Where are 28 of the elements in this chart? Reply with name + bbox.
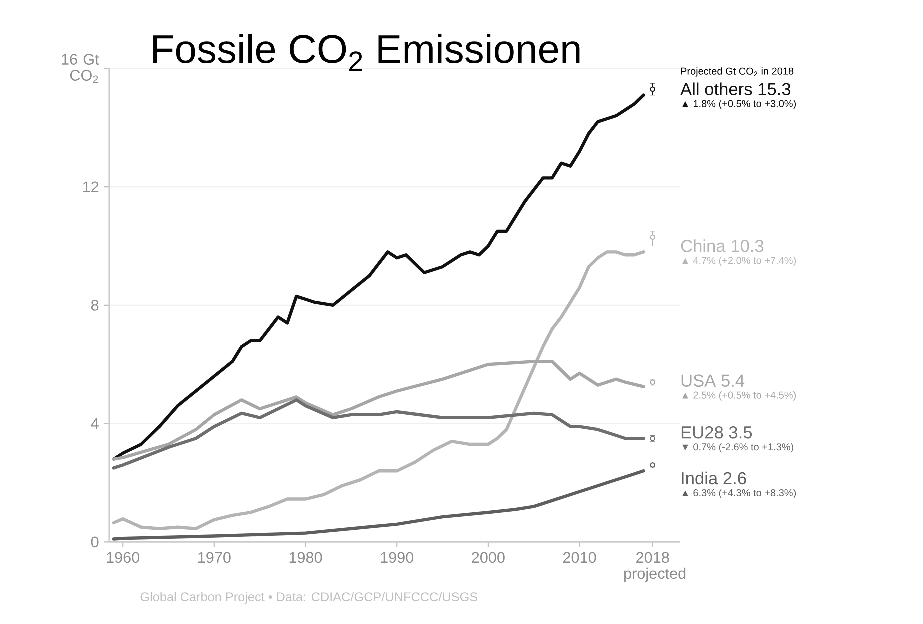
x-tick-label: 2000 [472, 552, 505, 563]
y-tick-label: 0 [91, 536, 99, 548]
y-tick-label: 4 [91, 418, 99, 429]
text: China 10.3 [681, 239, 764, 252]
text: USA 5.4 [682, 374, 745, 387]
text: EU28 3.5 [682, 426, 752, 439]
text: India 2.6 [682, 472, 746, 485]
text: All others 15.3 [680, 82, 791, 96]
text: ▼ 0.7% (-2.6% to +1.3%) [682, 443, 794, 453]
text: Global Carbon Project • Data: CDIAC/GCP/UNFCCC/USGS [140, 592, 478, 604]
line-series [112, 250, 646, 530]
x-tick-label: 1970 [198, 552, 231, 563]
text: ▲ 6.3% (+4.3% to +8.3%) [682, 489, 796, 498]
x-tick-label: 2018 projected [624, 552, 686, 582]
line-series [112, 398, 646, 470]
text: Projected Gt CO$_{2}$ in 2018 [681, 67, 794, 77]
x-tick-label: 2010 [563, 552, 596, 563]
x-tick-label: 1990 [381, 552, 414, 563]
line-series [112, 360, 646, 461]
chart-title: Fossile CO$_{2}$ Emissionen [154, 34, 580, 72]
text: ▲ 4.7% (+2.0% to +7.4%) [682, 256, 796, 266]
x-tick-label: 1980 [290, 552, 322, 563]
x-tick-label: 1960 [107, 552, 140, 563]
y-tick-label: 16 Gt CO$_{2}$ [62, 54, 100, 84]
text: ▲ 2.5% (+0.5% to +4.5%) [682, 391, 796, 401]
text: ▲ 1.8% (+0.5% to +3.0%) [682, 100, 796, 110]
y-tick-label: 12 [83, 182, 99, 192]
y-tick-label: 8 [91, 300, 99, 311]
